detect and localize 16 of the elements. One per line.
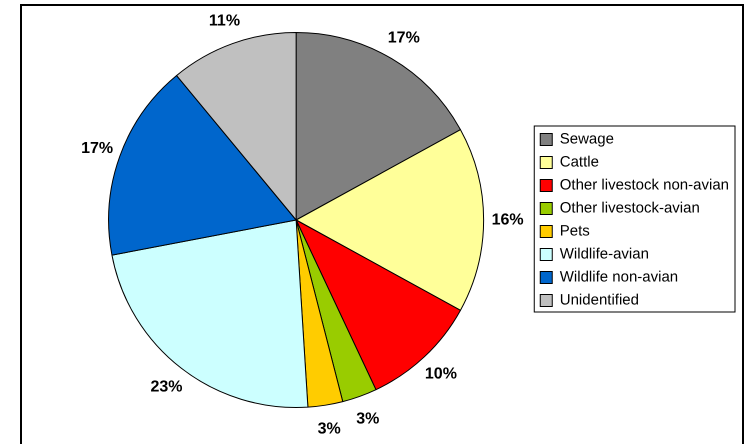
legend-label: Wildlife-avian [560,246,649,263]
legend-label: Other livestock non-avian [560,176,729,194]
data-label: 23% [150,378,183,396]
data-label: 3% [318,420,341,438]
legend-label: Cattle [560,154,599,171]
data-label: 17% [81,140,114,157]
data-label: 3% [356,410,380,428]
legend-label: Unidentified [560,292,639,309]
legend-label: Sewage [560,130,614,148]
legend-label: Other livestock-avian [560,200,700,217]
data-label: 10% [424,366,457,383]
data-label: 11% [208,12,240,30]
legend-label: Wildlife non-avian [560,268,678,286]
legend-label: Pets [560,222,590,240]
data-label: 17% [388,29,420,46]
data-label: 16% [492,211,524,228]
